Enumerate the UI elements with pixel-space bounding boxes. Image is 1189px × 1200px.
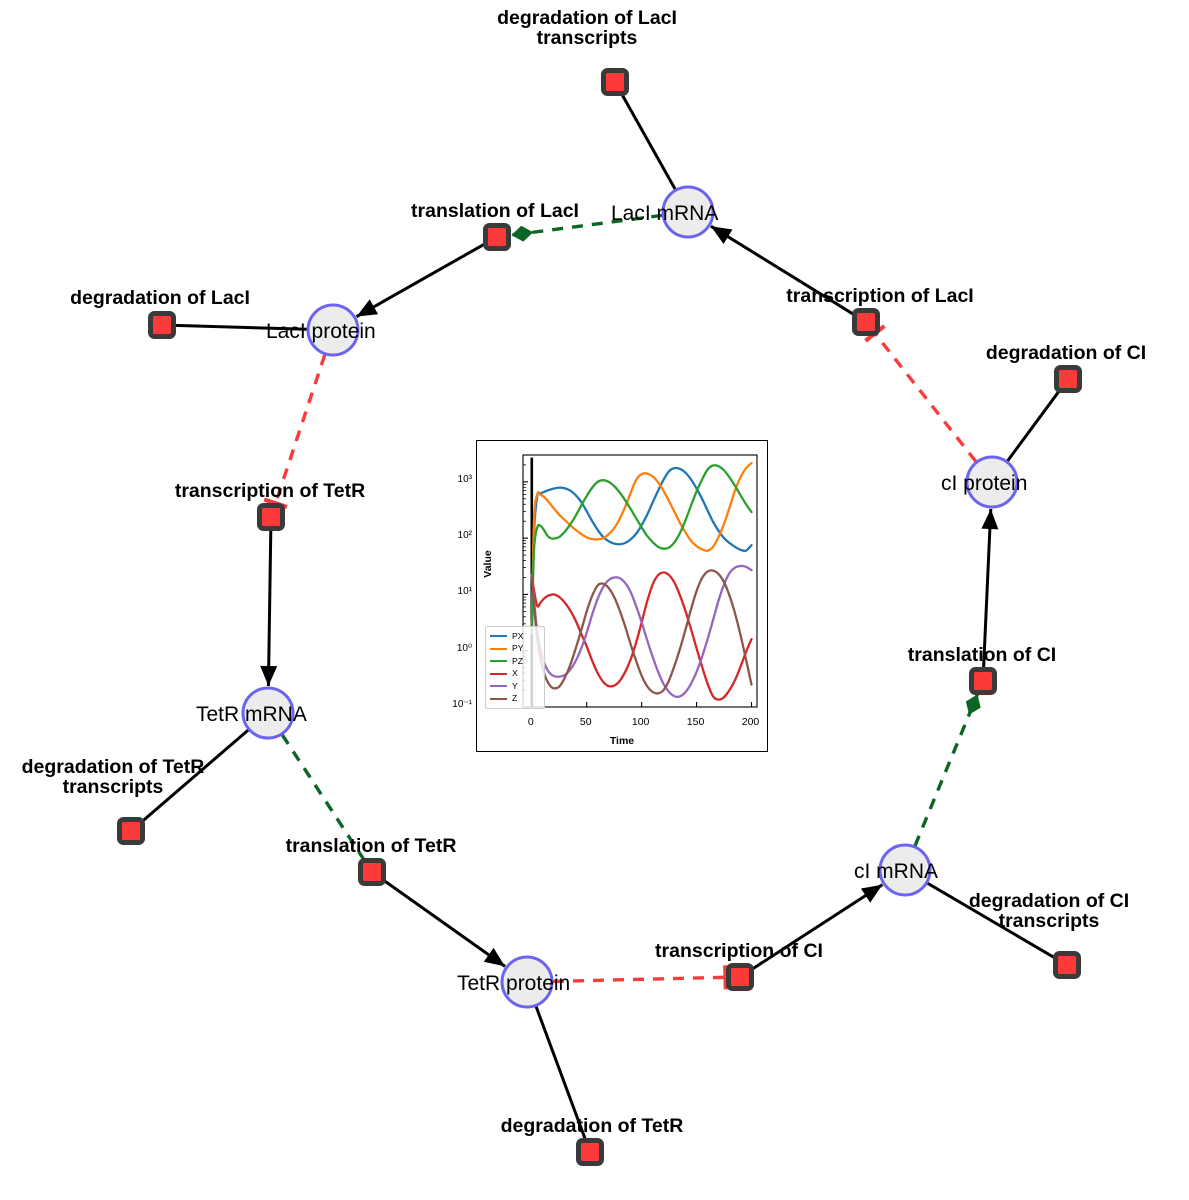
edge-e16: [1006, 388, 1062, 462]
reaction-node-transc_laci[interactable]: [852, 308, 880, 336]
plot-legend: PX PY PZ X Y Z: [485, 626, 545, 709]
legend-label-Y: Y: [512, 680, 518, 691]
plot-axes-box: [522, 454, 758, 708]
legend-swatch-PZ: [490, 660, 507, 663]
edge-e8: [280, 733, 367, 863]
edge-e3: [355, 241, 487, 318]
edge-e15: [981, 508, 999, 669]
x-tick-0: 0: [527, 716, 534, 728]
edge-e2: [511, 213, 663, 242]
reaction-label-transc_ci: transcription of CI: [655, 940, 823, 962]
x-tick-1: 50: [579, 716, 592, 728]
series-Z: [530, 569, 753, 695]
legend-label-Z: Z: [512, 693, 518, 704]
species-label-laci_protein: LacI protein: [266, 320, 376, 343]
reaction-label-deg_laci_transcripts: degradation of LacI transcripts: [497, 7, 677, 50]
legend-swatch-PY: [490, 647, 507, 650]
reaction-node-deg_tetr[interactable]: [576, 1138, 604, 1166]
series-PX: [530, 466, 753, 635]
edge-e10: [534, 1005, 588, 1141]
legend-label-PZ: PZ: [512, 655, 523, 666]
reaction-node-deg_tetr_transcripts[interactable]: [117, 817, 145, 845]
reaction-label-deg_laci: degradation of LacI: [70, 287, 250, 309]
x-tick-4: 200: [741, 716, 760, 728]
legend-row-X: X: [490, 668, 540, 681]
reaction-label-deg_tetr_transcripts: degradation of TetR transcripts: [21, 756, 205, 799]
y-tick-1: 10⁰: [456, 642, 472, 654]
species-node-ci_protein[interactable]: [965, 455, 1019, 509]
legend-swatch-X: [490, 672, 507, 675]
series-Y: [530, 564, 753, 698]
edge-e14: [913, 693, 981, 847]
species-node-laci_protein[interactable]: [306, 303, 360, 357]
plot-frame: [476, 440, 768, 752]
species-node-ci_mrna[interactable]: [878, 843, 932, 897]
reaction-node-deg_ci_transcripts[interactable]: [1053, 951, 1081, 979]
edge-e12: [749, 883, 884, 972]
species-label-tetr_protein: TetR protein: [457, 972, 571, 995]
legend-row-PZ: PZ: [490, 655, 540, 668]
reaction-node-transc_ci[interactable]: [726, 963, 754, 991]
legend-label-X: X: [512, 668, 518, 679]
series-X: [530, 571, 753, 701]
species-label-tetr_mrna: TetR mRNA: [196, 703, 307, 726]
edge-e7: [139, 728, 250, 824]
plot-canvas: [522, 454, 758, 708]
legend-swatch-Y: [490, 685, 507, 688]
species-node-laci_mrna[interactable]: [661, 185, 715, 239]
reaction-label-transc_laci: transcription of LacI: [786, 285, 974, 307]
legend-row-PX: PX: [490, 630, 540, 643]
x-axis-label: Time: [609, 735, 635, 747]
legend-swatch-PX: [490, 635, 507, 638]
edge-e1: [619, 92, 677, 191]
timecourse-inset-plot: Value Time 10⁻¹ 10⁰ 10¹ 10² 10³ 0 50 100 150 200…: [452, 440, 768, 752]
reaction-label-transc_tetr: transcription of TetR: [174, 480, 366, 502]
y-tick-4: 10³: [457, 473, 472, 485]
edge-e11: [552, 965, 728, 990]
reaction-label-transl_ci: translation of CI: [907, 644, 1057, 666]
legend-label-PY: PY: [512, 643, 524, 654]
species-node-tetr_mrna[interactable]: [241, 686, 295, 740]
legend-row-Z: Z: [490, 693, 540, 706]
reaction-node-deg_laci_transcripts[interactable]: [601, 68, 629, 96]
reaction-node-transl_tetr[interactable]: [358, 858, 386, 886]
y-tick-3: 10²: [457, 530, 472, 542]
reaction-node-deg_ci[interactable]: [1054, 365, 1082, 393]
reaction-label-transl_laci: translation of LacI: [411, 200, 579, 222]
species-label-ci_protein: cI protein: [941, 472, 1028, 495]
edge-e6: [260, 529, 278, 687]
reaction-label-transl_tetr: translation of TetR: [285, 835, 457, 857]
edge-e18: [710, 224, 857, 317]
species-label-laci_mrna: LacI mRNA: [611, 202, 719, 225]
y-tick-2: 10¹: [457, 586, 472, 598]
edge-e4: [174, 323, 308, 331]
edge-e13: [926, 881, 1057, 960]
series-PZ: [530, 464, 753, 635]
reaction-label-deg_ci: degradation of CI: [985, 342, 1147, 364]
legend-row-PY: PY: [490, 643, 540, 656]
reaction-label-deg_ci_transcripts: degradation of CI transcripts: [968, 890, 1130, 933]
x-tick-2: 100: [631, 716, 650, 728]
edge-e9: [381, 878, 506, 968]
reaction-node-transc_tetr[interactable]: [257, 503, 285, 531]
reaction-node-transl_laci[interactable]: [483, 223, 511, 251]
x-tick-3: 150: [686, 716, 705, 728]
reaction-node-transl_ci[interactable]: [969, 667, 997, 695]
reaction-node-deg_laci[interactable]: [148, 311, 176, 339]
reaction-label-deg_tetr: degradation of TetR: [500, 1115, 684, 1137]
species-node-tetr_protein[interactable]: [500, 955, 554, 1009]
y-axis-label: Value: [482, 550, 494, 578]
y-tick-0: 10⁻¹: [452, 699, 472, 710]
species-label-ci_mrna: cI mRNA: [854, 860, 938, 883]
legend-label-PX: PX: [512, 630, 524, 641]
legend-swatch-Z: [490, 697, 507, 700]
legend-row-Y: Y: [490, 680, 540, 693]
series-PY: [530, 461, 753, 635]
